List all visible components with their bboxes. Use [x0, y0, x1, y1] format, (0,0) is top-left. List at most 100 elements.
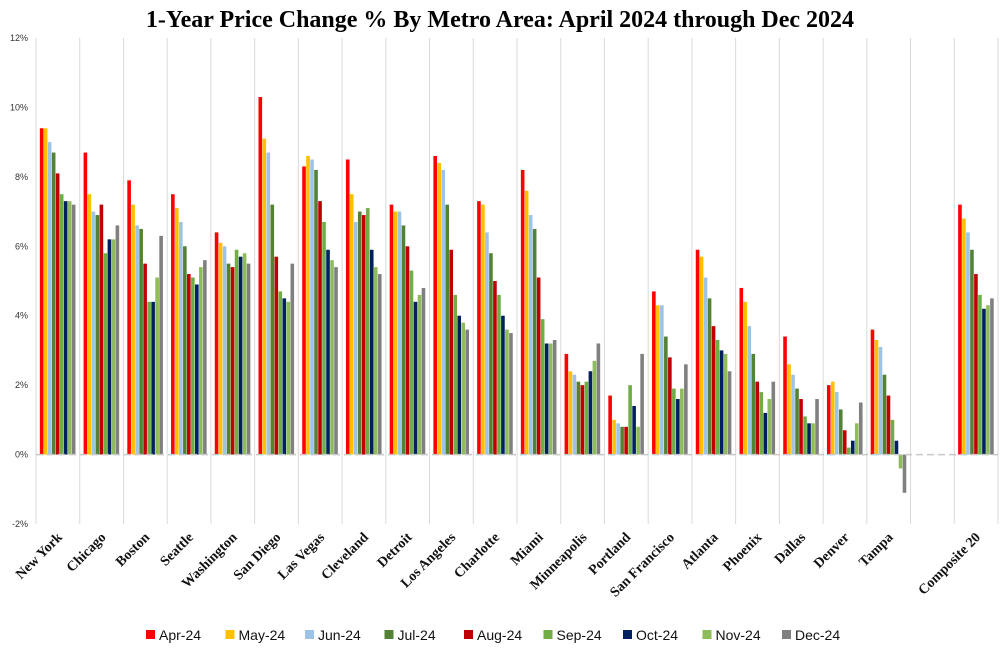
bar-dec-24-las-vegas — [334, 267, 338, 455]
bar-jul-24-washington — [226, 263, 231, 455]
bar-nov-24-atlanta — [723, 353, 728, 455]
bar-aug-24-charlotte — [493, 281, 497, 455]
bar-dec-24-portland — [640, 353, 644, 455]
bar-oct-24-las-vegas — [326, 249, 330, 455]
legend-swatch — [305, 630, 314, 639]
bar-oct-24-los-angeles — [457, 315, 462, 455]
bar-apr-24-atlanta — [695, 249, 700, 455]
bar-dec-24-washington — [246, 263, 251, 455]
bar-jul-24-miami — [532, 228, 537, 455]
x-tick-label: Chicago — [64, 530, 109, 575]
bar-nov-24-los-angeles — [461, 322, 466, 455]
bar-jun-24-cleveland — [353, 221, 358, 455]
bar-may-24-dallas — [787, 364, 791, 455]
bar-oct-24-atlanta — [719, 350, 724, 455]
bar-sep-24-chicago — [103, 253, 108, 455]
bar-dec-24-los-angeles — [465, 329, 470, 455]
legend-label: Apr-24 — [159, 627, 201, 643]
bar-jul-24-minneapolis — [576, 381, 581, 455]
legend-swatch — [702, 630, 712, 639]
bar-apr-24-las-vegas — [302, 166, 306, 455]
bar-apr-24-tampa — [870, 329, 875, 455]
bar-jun-24-boston — [135, 225, 139, 455]
bar-apr-24-washington — [214, 232, 219, 455]
bar-apr-24-boston — [127, 180, 131, 455]
bar-sep-24-phoenix — [759, 392, 764, 455]
x-tick-label: Boston — [113, 530, 153, 570]
bar-may-24-tampa — [874, 340, 879, 455]
bar-jun-24-chicago — [91, 211, 96, 455]
bar-jun-24-new-york — [47, 142, 52, 455]
legend-swatch — [782, 630, 791, 639]
bar-oct-24-washington — [238, 256, 243, 455]
bar-jul-24-seattle — [183, 246, 187, 455]
bar-oct-24-new-york — [63, 201, 68, 455]
bar-jun-24-san-francisco — [660, 305, 664, 455]
bar-may-24-detroit — [393, 211, 398, 455]
bar-apr-24-composite-20 — [958, 204, 962, 455]
bar-may-24-denver — [830, 381, 835, 455]
bar-dec-24-chicago — [115, 225, 120, 455]
bar-jul-24-los-angeles — [445, 204, 450, 455]
bar-aug-24-portland — [624, 426, 628, 455]
bar-sep-24-cleveland — [365, 208, 370, 455]
bar-apr-24-phoenix — [739, 287, 744, 455]
y-tick-label: 4% — [15, 311, 28, 321]
x-tick-label: Miami — [508, 530, 547, 569]
bar-aug-24-san-diego — [274, 256, 279, 455]
x-tick-label: Composite 20 — [916, 530, 984, 598]
bar-oct-24-boston — [151, 301, 155, 455]
bar-may-24-san-francisco — [656, 305, 660, 455]
bar-apr-24-miami — [520, 169, 525, 455]
legend-label: Jul-24 — [398, 627, 436, 643]
bar-jun-24-detroit — [397, 211, 402, 455]
bar-may-24-new-york — [43, 128, 48, 455]
bar-jun-24-portland — [616, 423, 620, 455]
bar-nov-24-san-diego — [286, 301, 291, 455]
bars — [39, 97, 994, 493]
bar-apr-24-minneapolis — [564, 353, 569, 455]
legend-swatch — [146, 630, 155, 639]
bar-jul-24-new-york — [51, 152, 56, 455]
legend-label: May-24 — [239, 627, 286, 643]
bar-dec-24-new-york — [71, 204, 76, 455]
y-tick-label: 8% — [15, 172, 28, 182]
y-tick-label: 6% — [15, 241, 28, 251]
bar-dec-24-denver — [858, 402, 863, 455]
bar-oct-24-denver — [850, 440, 855, 455]
bar-apr-24-seattle — [171, 194, 175, 455]
bar-jun-24-phoenix — [747, 326, 752, 455]
bar-aug-24-seattle — [187, 274, 191, 455]
legend-label: Jun-24 — [318, 627, 361, 643]
bar-jul-24-tampa — [882, 374, 887, 455]
bar-dec-24-dallas — [815, 399, 819, 455]
bar-nov-24-phoenix — [767, 399, 772, 455]
bar-oct-24-dallas — [807, 423, 811, 455]
bar-aug-24-san-francisco — [668, 357, 672, 455]
bar-dec-24-san-diego — [290, 263, 295, 455]
bar-jul-24-charlotte — [489, 253, 493, 455]
bar-jul-24-las-vegas — [314, 169, 318, 455]
y-axis: -2% 0% 2% 4% 6% 8% 10% 12% — [10, 33, 28, 529]
bar-oct-24-san-francisco — [676, 399, 680, 455]
bar-nov-24-minneapolis — [592, 360, 597, 455]
bar-dec-24-miami — [552, 340, 557, 455]
bar-aug-24-detroit — [405, 246, 410, 455]
bar-jul-24-detroit — [401, 225, 406, 455]
bar-nov-24-charlotte — [505, 329, 509, 455]
x-tick-label: Seattle — [158, 530, 197, 569]
bar-may-24-charlotte — [481, 204, 485, 455]
bar-sep-24-los-angeles — [453, 294, 458, 455]
legend: Apr-24 May-24 Jun-24 Jul-24 Aug-24 Sep-24 Oct-… — [146, 627, 840, 643]
bar-oct-24-miami — [544, 343, 549, 455]
x-tick-label: Denver — [811, 530, 852, 571]
bar-aug-24-phoenix — [755, 381, 760, 455]
bar-oct-24-seattle — [195, 284, 199, 455]
legend-label: Nov-24 — [716, 627, 761, 643]
bar-sep-24-minneapolis — [584, 381, 589, 455]
bar-nov-24-denver — [854, 423, 859, 455]
bar-jul-24-phoenix — [751, 353, 756, 455]
bar-dec-24-composite-20 — [990, 298, 994, 455]
x-tick-label: Detroit — [375, 530, 416, 571]
y-tick-label: 0% — [15, 450, 28, 460]
